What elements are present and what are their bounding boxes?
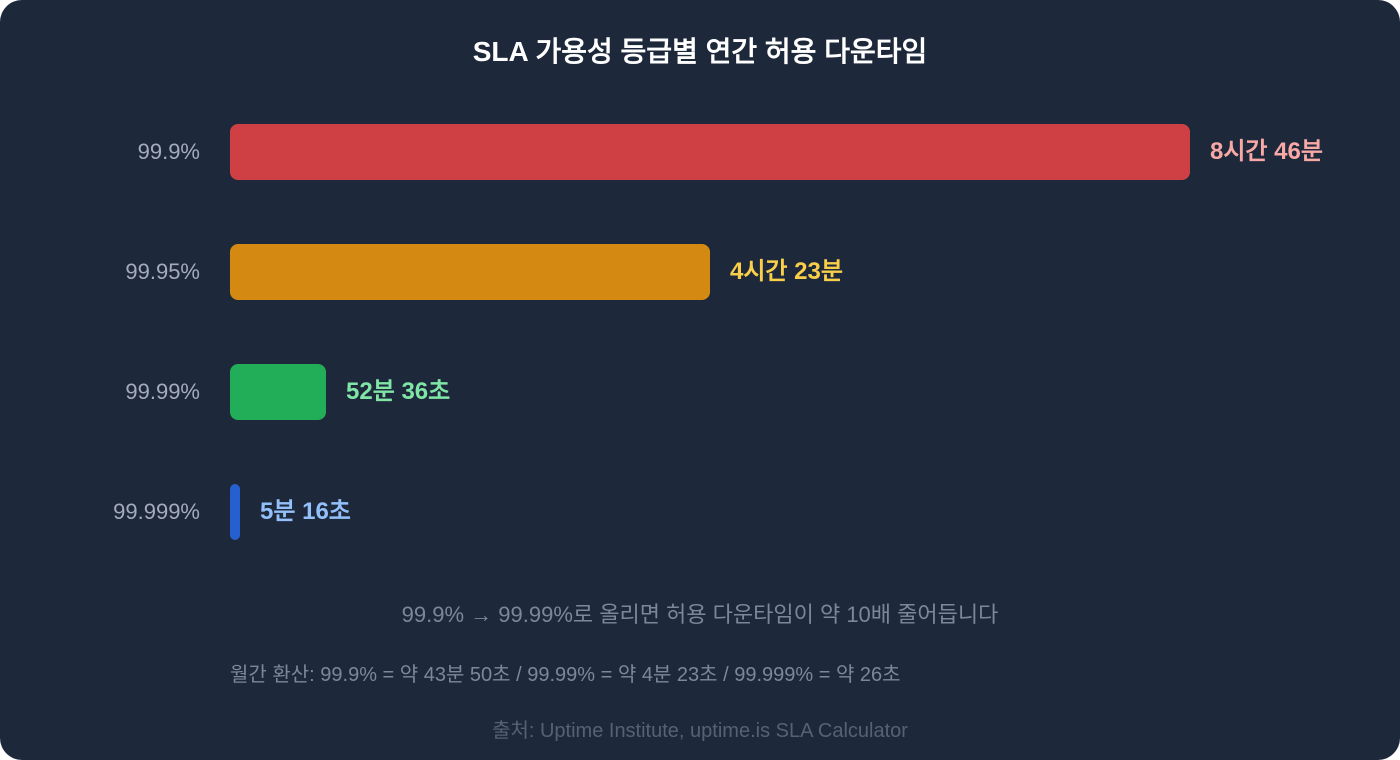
source-note: 출처: Uptime Institute, uptime.is SLA Calc… — [492, 720, 908, 742]
bar-value-label: 52분 36초 — [346, 378, 451, 405]
bar-value-label: 8시간 46분 — [1210, 138, 1323, 165]
monthly-conversion-note: 월간 환산: 99.9% = 약 43분 50초 / 99.99% = 약 4분… — [230, 664, 901, 686]
category-label: 99.999% — [113, 499, 200, 524]
category-label: 99.9% — [137, 139, 200, 164]
bar — [230, 364, 326, 420]
bar-value-label: 5분 16초 — [260, 498, 351, 525]
bar — [230, 244, 710, 300]
category-label: 99.99% — [125, 379, 200, 404]
bar-value-label: 4시간 23분 — [730, 258, 843, 285]
chart-title: SLA 가용성 등급별 연간 허용 다운타임 — [472, 36, 928, 67]
category-label: 99.95% — [125, 259, 200, 284]
comparison-note: 99.9% → 99.99%로 올리면 허용 다운타임이 약 10배 줄어듭니다 — [401, 602, 999, 627]
bar — [230, 484, 240, 540]
bar — [230, 124, 1190, 180]
